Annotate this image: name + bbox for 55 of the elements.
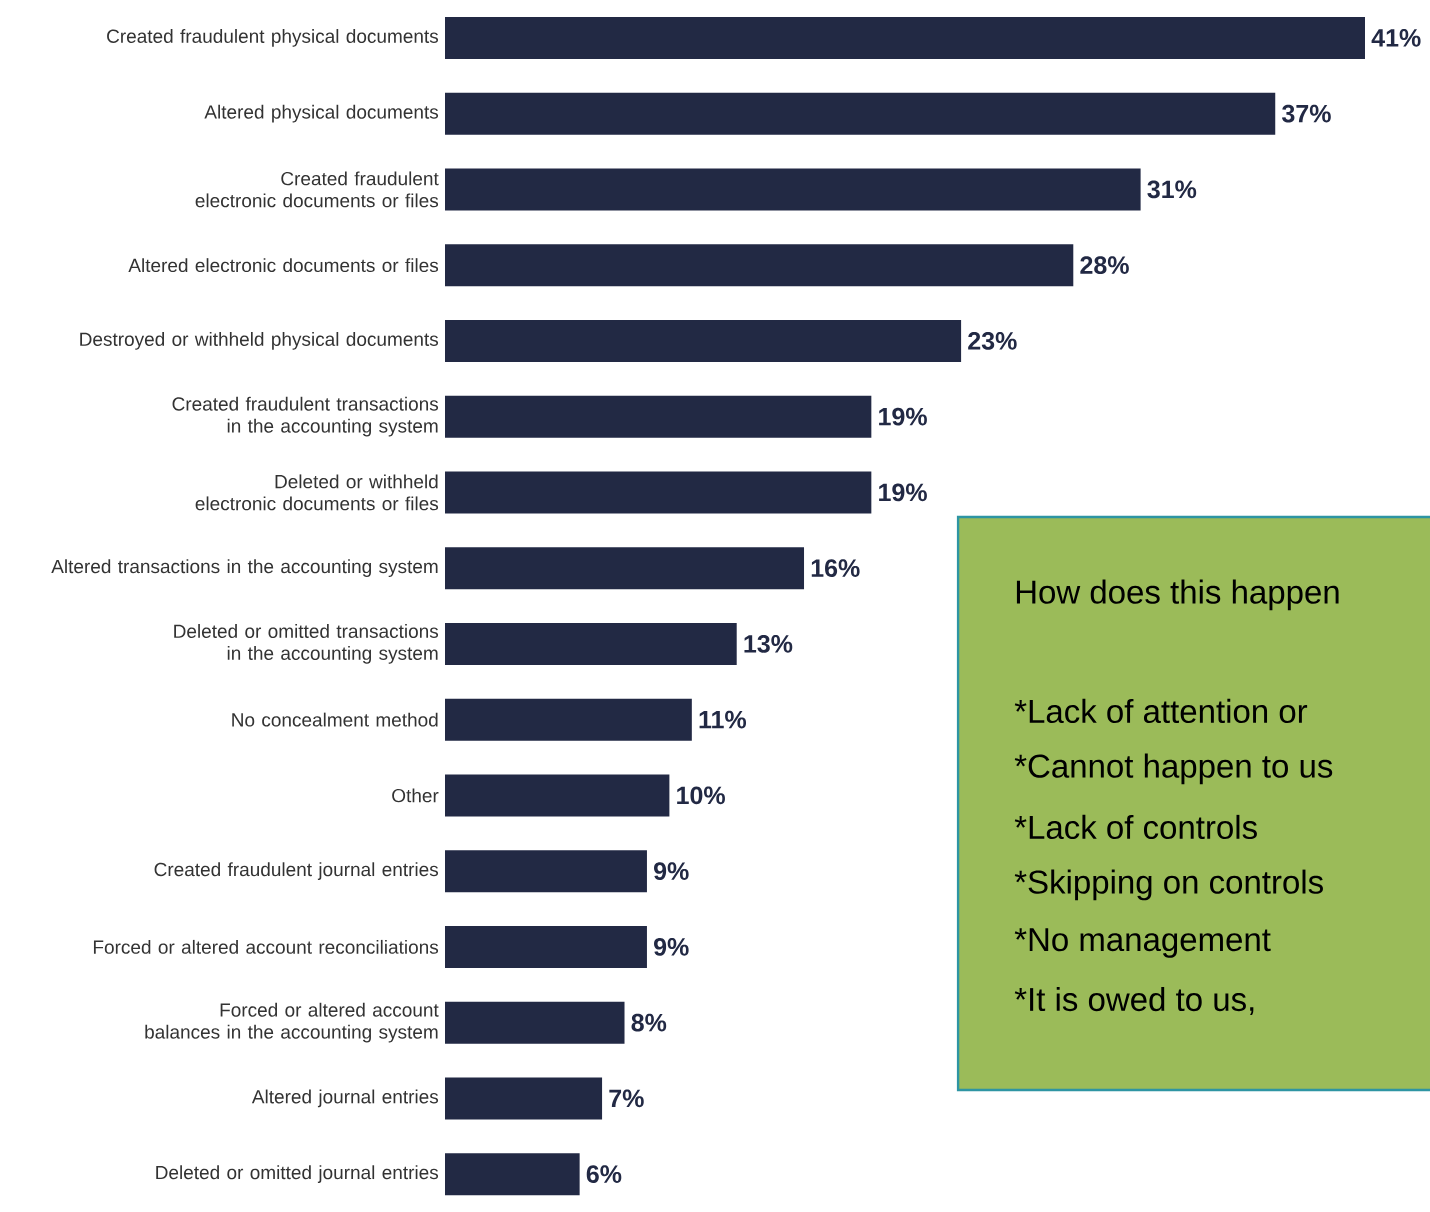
data-label: 16%	[811, 559, 860, 577]
annotation: *Cannot happen to us	[1014, 753, 1333, 785]
y-tick-label: Deleted or omitted journal entries	[156, 1165, 439, 1183]
bar	[445, 1153, 580, 1196]
y-tick-label: Deleted or omitted transactions in the accounting system	[174, 624, 439, 664]
bar	[445, 1001, 625, 1044]
bar	[445, 395, 872, 438]
annotation: How does this happen	[1016, 579, 1339, 611]
data-label: 37%	[1282, 104, 1331, 123]
bar	[445, 1077, 603, 1120]
data-label: 11%	[699, 710, 747, 729]
data-label: 7%	[609, 1089, 644, 1108]
data-label: 8%	[631, 1013, 667, 1032]
bar	[445, 168, 1141, 211]
data-label: 31%	[1147, 180, 1197, 199]
y-tick-label: Altered electronic documents or files	[128, 258, 439, 273]
annotation: *No management	[1014, 928, 1271, 958]
y-tick-label: Created fraudulent transactions in the accounting system	[172, 396, 439, 437]
bar	[445, 547, 805, 590]
y-tick-label: Altered journal entries	[251, 1089, 439, 1108]
data-label: 23%	[968, 332, 1017, 350]
data-label: 9%	[654, 862, 689, 880]
data-label: 41%	[1371, 29, 1421, 47]
y-tick-label: Destroyed or withheld physical documents	[80, 332, 439, 350]
bar	[445, 850, 647, 893]
data-label: 28%	[1080, 256, 1129, 274]
data-label: 19%	[879, 483, 927, 502]
bar	[445, 319, 962, 362]
bar	[445, 774, 670, 817]
annotation: *Lack of attention or	[1014, 698, 1308, 724]
bar	[445, 622, 737, 665]
bar	[445, 244, 1074, 287]
bar	[445, 471, 872, 514]
y-tick-label: No concealment method	[232, 712, 438, 727]
annotation: *It is owed to us,	[1014, 986, 1254, 1016]
y-tick-label: Created fraudulent physical documents	[107, 29, 439, 47]
y-tick-label: Altered physical documents	[204, 104, 439, 123]
annotation: *Lack of controls	[1014, 814, 1257, 840]
y-tick-label: Created fraudulent electronic documents or files	[195, 171, 439, 208]
y-tick-label: Created fraudulent journal entries	[154, 862, 439, 880]
y-tick-label: Deleted or withheld electronic documents or files	[195, 474, 439, 511]
bar	[445, 16, 1365, 59]
data-label: 9%	[654, 938, 689, 956]
y-tick-label: Forced or altered account reconciliations	[93, 939, 439, 954]
y-tick-label: Altered transactions in the accounting system	[51, 559, 438, 577]
annotation: *Skipping on controls	[1014, 869, 1323, 901]
data-label: 6%	[586, 1165, 622, 1183]
y-tick-label: Forced or altered account balances in the accounting system	[145, 1002, 439, 1043]
bar	[445, 698, 692, 741]
data-label: 19%	[879, 407, 927, 426]
data-label: 13%	[744, 635, 793, 653]
data-label: 10%	[677, 786, 725, 805]
bar	[445, 92, 1276, 135]
bar	[445, 925, 647, 968]
y-tick-label: Other	[392, 788, 439, 803]
